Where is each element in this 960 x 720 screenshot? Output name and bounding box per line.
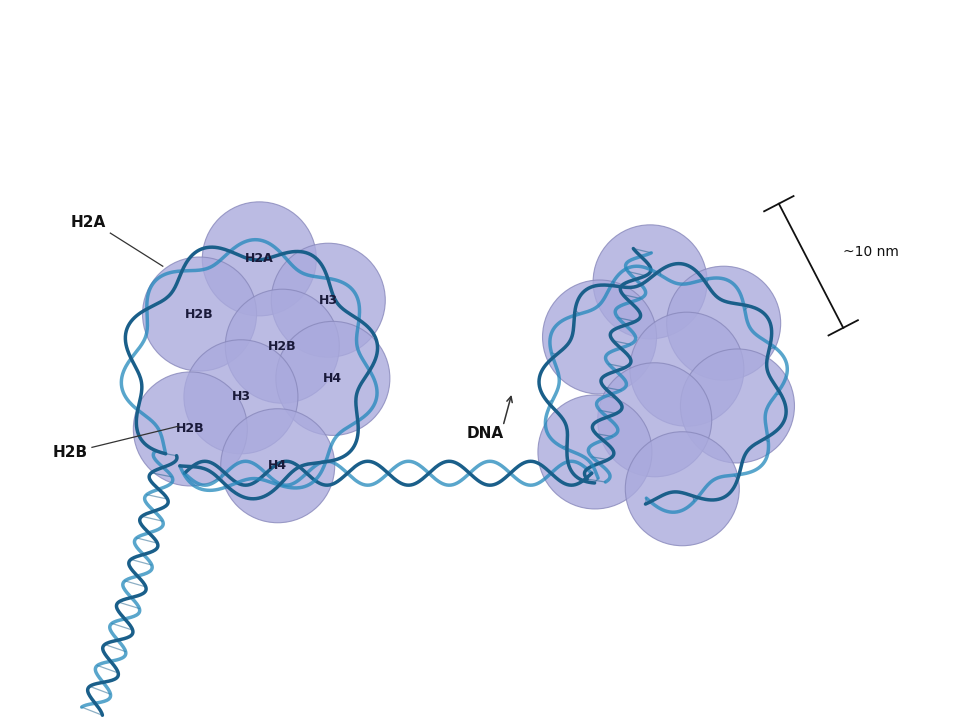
Circle shape	[226, 289, 339, 403]
Text: H4: H4	[268, 459, 287, 472]
Circle shape	[538, 395, 652, 509]
Text: DNA: DNA	[467, 426, 503, 441]
Circle shape	[625, 432, 739, 546]
Circle shape	[276, 321, 390, 436]
Circle shape	[598, 363, 711, 477]
Circle shape	[272, 243, 385, 357]
Text: H3: H3	[231, 390, 251, 403]
Text: ~10 nm: ~10 nm	[843, 245, 900, 259]
Circle shape	[542, 280, 657, 394]
Text: H2B: H2B	[176, 423, 204, 436]
Text: H2A: H2A	[71, 215, 106, 230]
Text: H2B: H2B	[53, 444, 87, 459]
Circle shape	[630, 312, 744, 426]
Circle shape	[203, 202, 317, 316]
Circle shape	[681, 349, 795, 463]
Text: H2B: H2B	[185, 307, 214, 320]
Circle shape	[593, 225, 708, 339]
Text: H2B: H2B	[268, 340, 297, 353]
Text: H3: H3	[319, 294, 338, 307]
Text: H2A: H2A	[245, 252, 274, 266]
Circle shape	[666, 266, 780, 380]
Circle shape	[142, 257, 256, 371]
Circle shape	[184, 340, 298, 454]
Circle shape	[221, 409, 335, 523]
Circle shape	[133, 372, 248, 486]
Text: H4: H4	[324, 372, 343, 385]
